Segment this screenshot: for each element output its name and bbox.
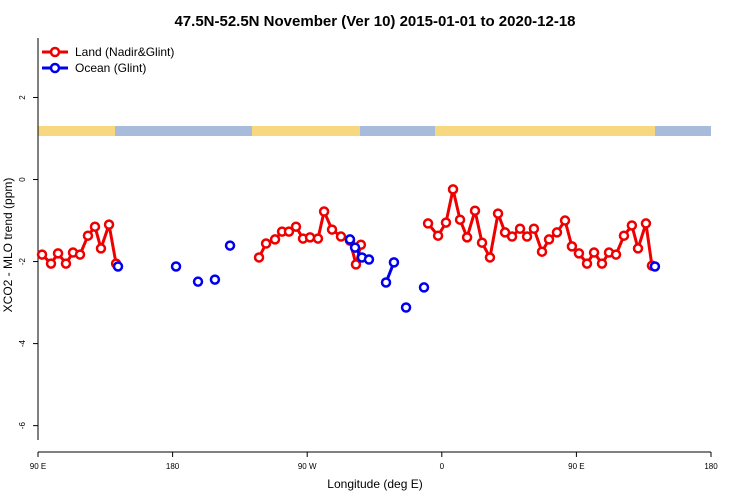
legend-marker	[49, 46, 61, 58]
data-point	[649, 261, 661, 272]
data-point	[304, 232, 316, 243]
data-point	[559, 215, 571, 226]
data-point	[112, 261, 124, 272]
data-point	[469, 205, 481, 216]
data-point	[349, 242, 361, 253]
data-point	[432, 230, 444, 241]
ocean-band	[655, 126, 711, 136]
data-point	[45, 258, 57, 269]
data-point	[492, 208, 504, 219]
data-point	[632, 243, 644, 254]
data-point	[290, 221, 302, 232]
data-point	[380, 277, 392, 288]
data-point	[312, 233, 324, 244]
legend-label: Land (Nadir&Glint)	[75, 45, 174, 59]
y-tick-label: 2	[18, 95, 27, 100]
data-point	[447, 184, 459, 195]
x-axis-label: Longitude (deg E)	[327, 477, 422, 491]
data-point	[610, 249, 622, 260]
data-point	[422, 218, 434, 229]
data-point	[536, 246, 548, 257]
data-point	[551, 227, 563, 238]
data-point	[335, 231, 347, 242]
data-point	[476, 237, 488, 248]
y-tick-label: 0	[18, 177, 27, 182]
x-tick-label: 90 E	[568, 462, 584, 471]
data-point	[95, 243, 107, 254]
data-point	[283, 226, 295, 237]
data-point	[573, 248, 585, 259]
data-point	[454, 214, 466, 225]
data-point	[506, 231, 518, 242]
data-point	[318, 206, 330, 217]
data-point	[344, 234, 356, 245]
data-point	[400, 302, 412, 313]
legend-marker	[49, 62, 61, 74]
data-point	[588, 247, 600, 258]
ocean-band	[360, 126, 435, 136]
data-point	[626, 220, 638, 231]
data-point	[461, 232, 473, 243]
data-point	[326, 224, 338, 235]
data-point	[388, 257, 400, 268]
data-point	[566, 241, 578, 252]
y-tick-label: -4	[18, 340, 27, 348]
data-point	[618, 230, 630, 241]
y-tick-label: -6	[18, 422, 27, 430]
x-tick-label: 180	[704, 462, 718, 471]
x-tick-label: 180	[166, 462, 180, 471]
x-tick-label: 90 E	[30, 462, 46, 471]
data-point	[581, 258, 593, 269]
data-point	[528, 223, 540, 234]
data-point	[418, 282, 430, 293]
ocean-band	[115, 126, 252, 136]
data-point	[440, 217, 452, 228]
data-point	[253, 252, 265, 263]
data-point	[269, 234, 281, 245]
data-point	[363, 254, 375, 265]
land-band	[435, 126, 655, 136]
data-point	[89, 221, 101, 232]
data-point	[60, 258, 72, 269]
land-ocean-strip	[38, 126, 711, 136]
data-point	[36, 249, 48, 260]
land-band	[252, 126, 360, 136]
legend-label: Ocean (Glint)	[75, 61, 146, 75]
x-tick-label: 90 W	[298, 462, 317, 471]
y-tick-label: -2	[18, 257, 27, 265]
data-point	[596, 258, 608, 269]
land-band	[38, 126, 115, 136]
data-point	[82, 230, 94, 241]
data-point	[484, 252, 496, 263]
data-point	[192, 276, 204, 287]
data-point	[260, 238, 272, 249]
data-point	[170, 261, 182, 272]
data-point	[103, 219, 115, 230]
y-axis-label: XCO2 - MLO trend (ppm)	[1, 178, 15, 313]
data-point	[521, 231, 533, 242]
data-point	[350, 259, 362, 270]
data-point	[74, 249, 86, 260]
data-point	[224, 240, 236, 251]
x-tick-label: 0	[440, 462, 445, 471]
chart-title: 47.5N-52.5N November (Ver 10) 2015-01-01…	[174, 13, 575, 30]
data-point	[52, 248, 64, 259]
data-point	[514, 223, 526, 234]
data-point	[543, 234, 555, 245]
data-point	[209, 274, 221, 285]
data-point	[640, 218, 652, 229]
